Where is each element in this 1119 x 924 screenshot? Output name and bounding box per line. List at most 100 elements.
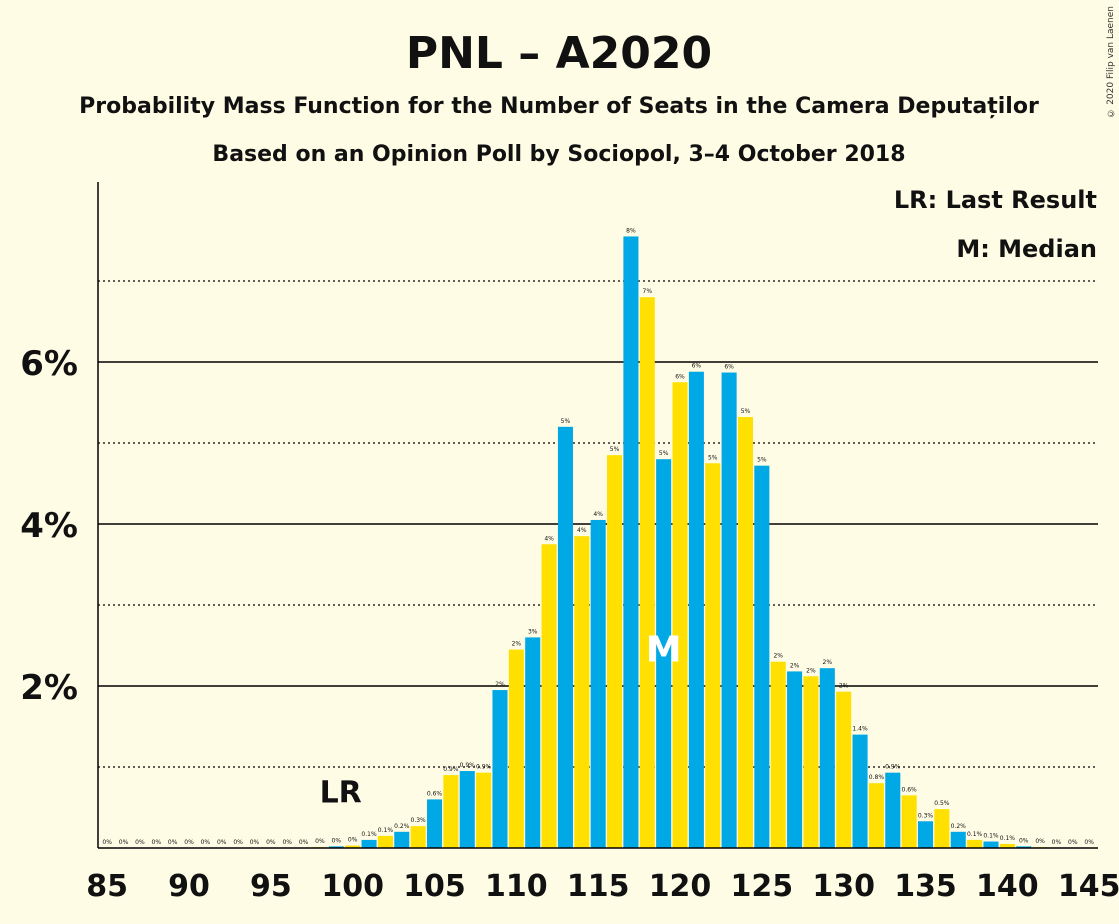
x-tick-label: 100 <box>321 869 384 904</box>
value-label-134: 0.6% <box>902 786 918 793</box>
value-label-116: 5% <box>610 446 620 453</box>
bar-seat-117 <box>623 236 639 848</box>
value-label-98: 0% <box>315 838 325 845</box>
chart-title: PNL – A2020 <box>406 28 712 79</box>
bar-seat-122 <box>705 463 721 848</box>
x-tick-label: 130 <box>812 869 875 904</box>
value-label-141: 0% <box>1019 837 1029 844</box>
x-tick-label: 95 <box>250 869 292 904</box>
value-label-120: 6% <box>675 373 685 380</box>
value-label-138: 0.1% <box>967 831 983 838</box>
bar-seat-118 <box>639 297 655 848</box>
value-label-110: 2% <box>512 641 522 648</box>
value-label-135: 0.3% <box>918 812 934 819</box>
value-label-112: 4% <box>544 535 554 542</box>
value-label-97: 0% <box>299 839 309 846</box>
value-label-139: 0.1% <box>983 833 999 840</box>
value-label-94: 0% <box>250 839 260 846</box>
value-label-136: 0.5% <box>934 800 950 807</box>
value-label-121: 6% <box>692 363 702 370</box>
bar-seat-105 <box>426 799 443 848</box>
y-tick-label: 6% <box>20 344 78 384</box>
value-label-129: 2% <box>823 659 833 666</box>
bar-seat-115 <box>590 519 606 848</box>
legend-median: M: Median <box>956 235 1097 263</box>
value-label-117: 8% <box>626 227 636 234</box>
value-label-115: 4% <box>593 511 603 518</box>
x-tick-label: 120 <box>649 869 712 904</box>
value-label-133: 0.9% <box>885 764 901 771</box>
value-label-104: 0.3% <box>411 817 427 824</box>
value-label-124: 5% <box>741 408 751 415</box>
x-tick-label: 145 <box>1058 869 1119 904</box>
bar-seat-107 <box>459 771 475 848</box>
value-label-113: 5% <box>561 418 571 425</box>
bar-seat-110 <box>508 649 524 848</box>
value-label-137: 0.2% <box>951 823 967 830</box>
last-result-marker: LR <box>320 775 362 810</box>
bar-seat-137 <box>950 831 966 848</box>
bar-seat-119 <box>656 459 672 848</box>
value-label-111: 3% <box>528 628 538 635</box>
bar-seat-128 <box>803 676 819 848</box>
value-label-96: 0% <box>282 839 292 846</box>
value-label-128: 2% <box>806 667 816 674</box>
x-tick-label: 135 <box>894 869 957 904</box>
value-label-140: 0.1% <box>1000 835 1016 842</box>
value-label-87: 0% <box>135 839 145 846</box>
value-label-90: 0% <box>184 839 194 846</box>
bar-seat-101 <box>361 839 377 848</box>
bar-seat-100 <box>345 845 361 848</box>
bar-seat-106 <box>443 775 459 848</box>
chart-subtitle-poll: Based on an Opinion Poll by Sociopol, 3–… <box>212 142 905 167</box>
bar-seat-124 <box>737 417 754 848</box>
bar-seat-114 <box>574 536 590 848</box>
value-label-105: 0.6% <box>427 790 443 797</box>
value-label-89: 0% <box>168 839 178 846</box>
bar-seat-108 <box>476 772 492 848</box>
value-label-119: 5% <box>659 450 669 457</box>
value-label-144: 0% <box>1068 839 1078 846</box>
axes-group: 2% 4% 6% 85 90 95 100 105 110 115 120 125 130 135 140 1… <box>20 182 1119 904</box>
bar-seat-136 <box>934 809 950 848</box>
y-tick-label: 2% <box>20 668 78 708</box>
value-label-122: 5% <box>708 454 718 461</box>
value-label-114: 4% <box>577 527 587 534</box>
value-labels-group: 0% 0% 0% 0% 0% 0% 0% 0% 0% 0% 0% 0% 0% 0% 0% 0%0.1%0.1%… <box>102 227 1094 846</box>
value-label-95: 0% <box>266 839 276 846</box>
bar-seat-139 <box>983 841 999 848</box>
bar-seat-138 <box>967 839 983 848</box>
x-tick-label: 105 <box>403 869 466 904</box>
value-label-123: 6% <box>724 364 734 371</box>
median-marker: M <box>646 630 682 671</box>
value-label-143: 0% <box>1052 839 1062 846</box>
bar-seat-103 <box>394 831 410 848</box>
bar-seat-113 <box>557 426 573 848</box>
bar-seat-120 <box>672 382 688 848</box>
value-label-145: 0% <box>1084 839 1094 846</box>
legend-last-result: LR: Last Result <box>894 186 1097 214</box>
bar-seat-126 <box>770 661 786 848</box>
bar-seat-121 <box>688 371 704 848</box>
value-label-102: 0.1% <box>378 827 394 834</box>
value-label-101: 0.1% <box>361 831 377 838</box>
x-tick-label: 140 <box>976 869 1039 904</box>
value-label-103: 0.2% <box>394 823 410 830</box>
bar-seat-133 <box>885 772 901 848</box>
x-tick-label: 125 <box>731 869 794 904</box>
value-label-125: 5% <box>757 457 767 464</box>
bar-seat-141 <box>1016 846 1032 848</box>
value-label-88: 0% <box>152 839 162 846</box>
value-label-109: 2% <box>495 681 505 688</box>
value-label-142: 0% <box>1035 838 1045 845</box>
value-label-91: 0% <box>201 839 211 846</box>
bar-seat-130 <box>836 691 852 848</box>
value-label-130: 2% <box>839 683 849 690</box>
value-label-100: 0% <box>348 837 358 844</box>
bar-seat-134 <box>901 795 917 848</box>
chart-subtitle: Probability Mass Function for the Number… <box>79 94 1039 119</box>
value-label-131: 1.4% <box>852 726 868 733</box>
bar-seat-112 <box>541 544 557 848</box>
value-label-86: 0% <box>119 839 129 846</box>
